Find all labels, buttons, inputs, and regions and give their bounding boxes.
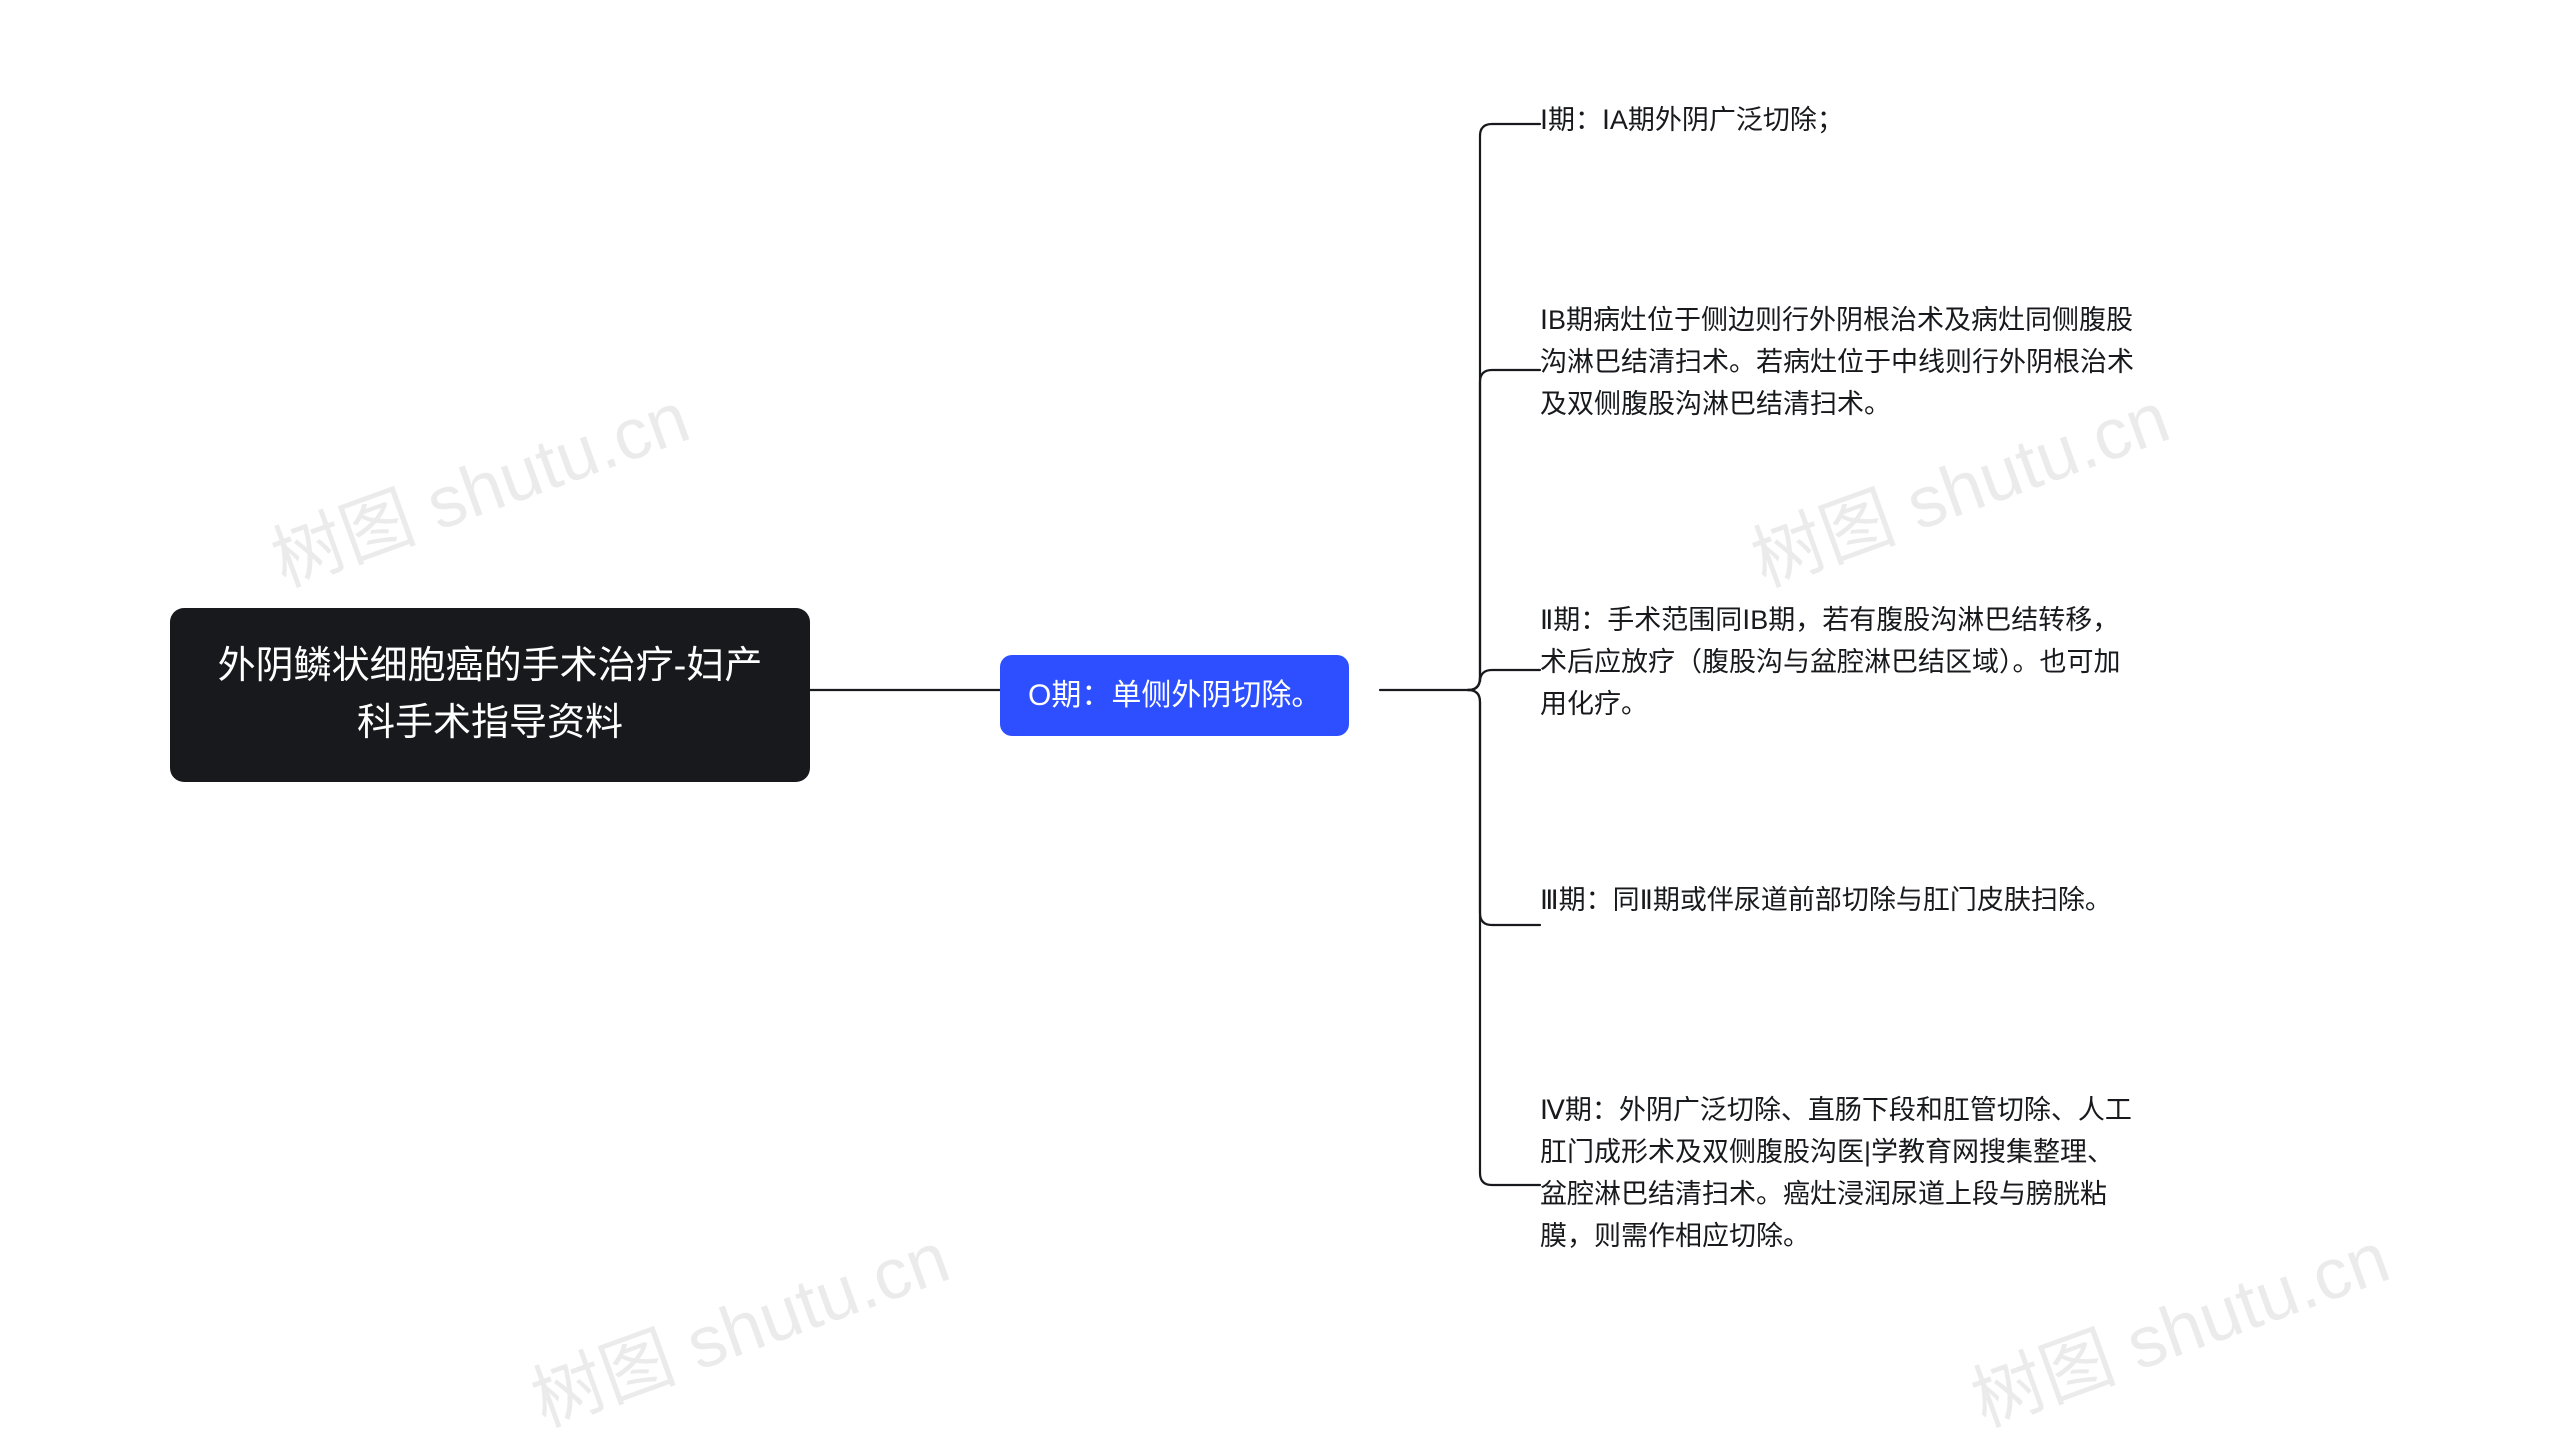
watermark: 树图 shutu.cn [515, 1199, 961, 1447]
leaf-node-stage-2[interactable]: Ⅱ期：手术范围同ⅠB期，若有腹股沟淋巴结转移，术后应放疗（腹股沟与盆腔淋巴结区域… [1540, 600, 2140, 726]
leaf-node-stage-4[interactable]: Ⅳ期：外阴广泛切除、直肠下段和肛管切除、人工肛门成形术及双侧腹股沟医|学教育网搜… [1540, 1090, 2140, 1257]
leaf-node-stage-1b[interactable]: ⅠB期病灶位于侧边则行外阴根治术及病灶同侧腹股沟淋巴结清扫术。若病灶位于中线则行… [1540, 300, 2140, 426]
mindmap-canvas: 树图 shutu.cn 树图 shutu.cn 树图 shutu.cn 树图 s… [0, 0, 2560, 1450]
watermark: 树图 shutu.cn [255, 359, 701, 607]
branch-node-stage-0[interactable]: O期：单侧外阴切除。 [1000, 655, 1349, 736]
leaf-node-stage-1[interactable]: Ⅰ期：ⅠA期外阴广泛切除； [1540, 100, 2140, 142]
root-node[interactable]: 外阴鳞状细胞癌的手术治疗-妇产科手术指导资料 [170, 608, 810, 782]
leaf-node-stage-3[interactable]: Ⅲ期：同Ⅱ期或伴尿道前部切除与肛门皮肤扫除。 [1540, 880, 2140, 922]
